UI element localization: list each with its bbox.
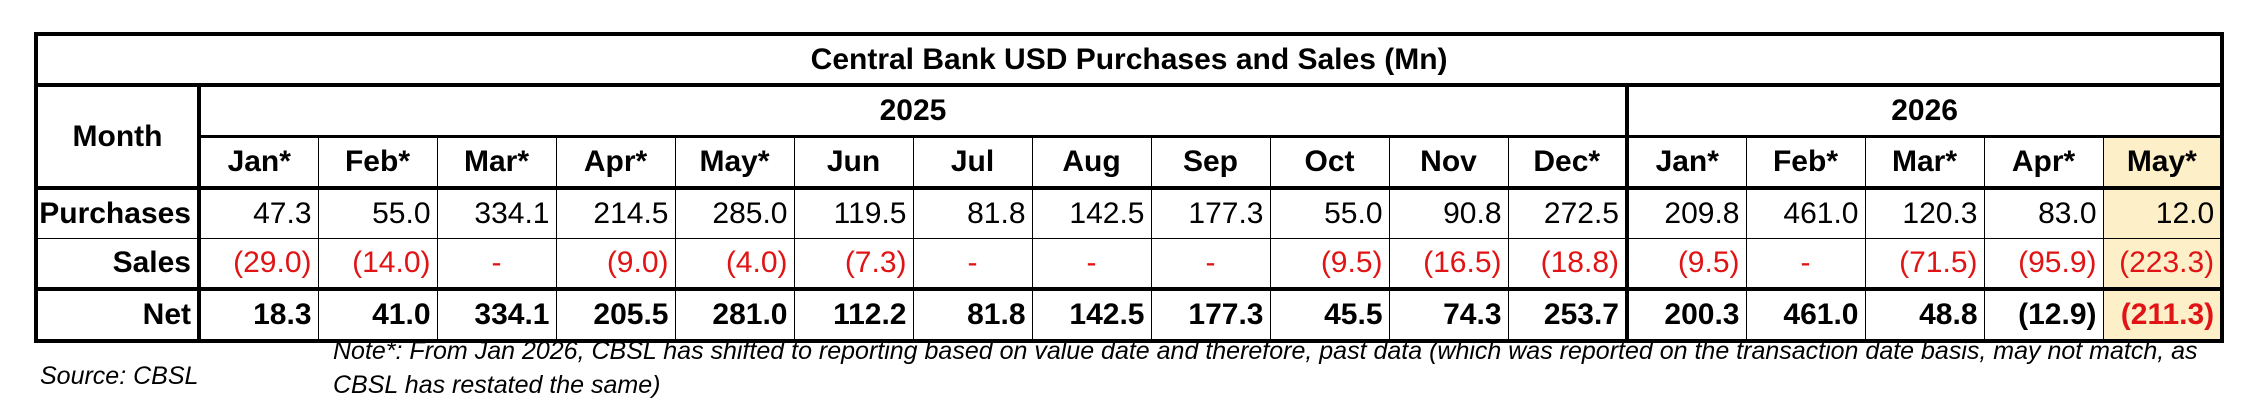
table-cell: -	[1031, 238, 1152, 290]
table-cell: 83.0	[1983, 187, 2104, 239]
month-header: Dec*	[1507, 136, 1629, 190]
month-header: Oct	[1269, 136, 1390, 190]
table-cell: 41.0	[317, 287, 438, 342]
table-cell: (16.5)	[1388, 238, 1509, 290]
table-title: Central Bank USD Purchases and Sales (Mn…	[35, 33, 2223, 87]
table-cell: 285.0	[674, 187, 795, 239]
month-column-header: Month	[35, 84, 201, 190]
month-header: Feb*	[1745, 136, 1866, 190]
table-cell: -	[1745, 238, 1866, 290]
month-header: May*	[2102, 136, 2223, 190]
table-cell: 461.0	[1745, 287, 1866, 342]
month-header: Apr*	[555, 136, 676, 190]
table-cell: 119.5	[793, 187, 914, 239]
table-cell: (18.8)	[1507, 238, 1629, 290]
table-cell: 142.5	[1031, 187, 1152, 239]
month-header: Jan*	[1626, 136, 1747, 190]
table-cell: 81.8	[912, 287, 1033, 342]
month-header: Aug	[1031, 136, 1152, 190]
table-cell: 334.1	[436, 287, 557, 342]
table-cell: 142.5	[1031, 287, 1152, 342]
table-cell: (7.3)	[793, 238, 914, 290]
month-header: Apr*	[1983, 136, 2104, 190]
table-cell: 12.0	[2102, 187, 2223, 239]
footnote: Note*: From Jan 2026, CBSL has shifted t…	[333, 337, 2198, 399]
table-cell: 112.2	[793, 287, 914, 342]
year-header-2025: 2025	[198, 84, 1629, 138]
year-header-2026: 2026	[1626, 84, 2223, 138]
row-label-sales: Sales	[35, 238, 201, 290]
table-cell: 209.8	[1626, 187, 1747, 239]
table-cell: 45.5	[1269, 287, 1390, 342]
table-cell: (95.9)	[1983, 238, 2104, 290]
table-cell: 177.3	[1150, 287, 1271, 342]
usd-purchases-sales-table: Central Bank USD Purchases and Sales (Mn…	[34, 32, 2225, 343]
table-cell: 81.8	[912, 187, 1033, 239]
table-cell: 281.0	[674, 287, 795, 342]
table-cell: 177.3	[1150, 187, 1271, 239]
table-cell: (223.3)	[2102, 238, 2223, 290]
table-cell: 48.8	[1864, 287, 1985, 342]
month-header: Mar*	[1864, 136, 1985, 190]
table-cell: 200.3	[1626, 287, 1747, 342]
table-cell: (9.5)	[1626, 238, 1747, 290]
table-cell: 461.0	[1745, 187, 1866, 239]
table-cell: (71.5)	[1864, 238, 1985, 290]
table-cell: (4.0)	[674, 238, 795, 290]
month-header: Nov	[1388, 136, 1509, 190]
row-label-net: Net	[35, 287, 201, 342]
table-cell: -	[912, 238, 1033, 290]
table-cell: 253.7	[1507, 287, 1629, 342]
table-cell: 334.1	[436, 187, 557, 239]
source-note: Source: CBSL	[40, 362, 199, 390]
month-header: May*	[674, 136, 795, 190]
table-cell: -	[1150, 238, 1271, 290]
table-cell: 18.3	[198, 287, 319, 342]
table-cell: 205.5	[555, 287, 676, 342]
table-cell: 55.0	[1269, 187, 1390, 239]
table-cell: 74.3	[1388, 287, 1509, 342]
month-header: Mar*	[436, 136, 557, 190]
table-cell: 120.3	[1864, 187, 1985, 239]
table-cell: (14.0)	[317, 238, 438, 290]
month-header: Sep	[1150, 136, 1271, 190]
table-cell: -	[436, 238, 557, 290]
month-header: Feb*	[317, 136, 438, 190]
table-cell: (9.5)	[1269, 238, 1390, 290]
month-header: Jun	[793, 136, 914, 190]
table-cell: 47.3	[198, 187, 319, 239]
table-cell: 90.8	[1388, 187, 1509, 239]
table-cell: 214.5	[555, 187, 676, 239]
table-cell: 272.5	[1507, 187, 1629, 239]
month-header: Jul	[912, 136, 1033, 190]
table-cell: (9.0)	[555, 238, 676, 290]
row-label-purchases: Purchases	[35, 187, 201, 239]
month-header: Jan*	[198, 136, 319, 190]
table-cell: (29.0)	[198, 238, 319, 290]
table-cell: (211.3)	[2102, 287, 2223, 342]
table-cell: 55.0	[317, 187, 438, 239]
